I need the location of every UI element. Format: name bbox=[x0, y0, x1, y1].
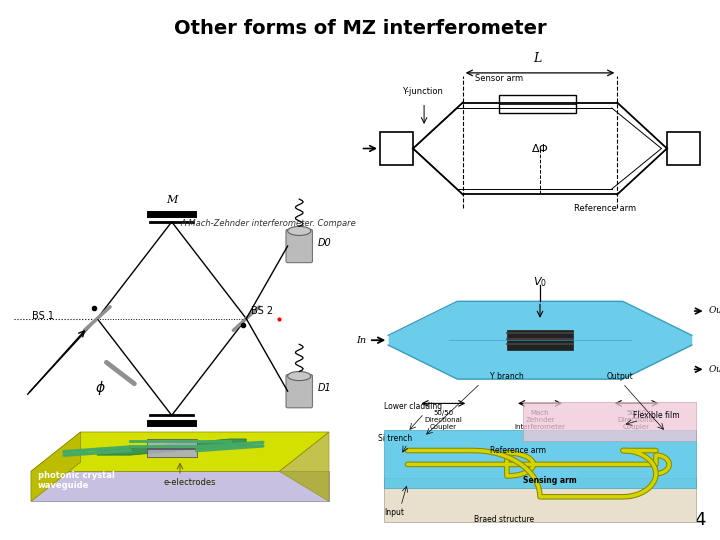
Text: $\Delta\Phi$: $\Delta\Phi$ bbox=[531, 143, 549, 154]
Ellipse shape bbox=[288, 226, 311, 235]
FancyBboxPatch shape bbox=[507, 330, 573, 350]
Text: Si trench: Si trench bbox=[378, 434, 412, 443]
Polygon shape bbox=[384, 430, 696, 488]
Text: 50/50
Directional
Coupler: 50/50 Directional Coupler bbox=[618, 410, 655, 430]
Text: BS 2: BS 2 bbox=[251, 306, 274, 316]
Text: $V_0$: $V_0$ bbox=[533, 275, 547, 289]
Text: Braed structure: Braed structure bbox=[474, 515, 534, 524]
Text: Reference arm: Reference arm bbox=[490, 446, 546, 455]
Text: Fig. 2.1.: Fig. 2.1. bbox=[243, 441, 276, 450]
Polygon shape bbox=[97, 439, 246, 455]
Text: Y-junction: Y-junction bbox=[402, 87, 443, 97]
Text: $\phi$: $\phi$ bbox=[95, 379, 106, 397]
Polygon shape bbox=[384, 478, 696, 522]
FancyBboxPatch shape bbox=[147, 449, 197, 457]
Text: L: L bbox=[533, 52, 541, 65]
Text: Out$_1$: Out$_1$ bbox=[708, 305, 720, 318]
Text: D0: D0 bbox=[318, 238, 331, 248]
Text: photonic crystal
waveguide: photonic crystal waveguide bbox=[37, 471, 114, 490]
Text: Out$_2$: Out$_2$ bbox=[708, 363, 720, 376]
Text: 4: 4 bbox=[694, 511, 706, 529]
Text: Lower cladding: Lower cladding bbox=[384, 402, 443, 411]
FancyBboxPatch shape bbox=[498, 94, 576, 113]
Polygon shape bbox=[31, 471, 329, 502]
Text: Y branch: Y branch bbox=[490, 372, 524, 381]
Text: BS 1: BS 1 bbox=[32, 310, 54, 321]
FancyBboxPatch shape bbox=[147, 439, 197, 448]
Text: e-electrodes: e-electrodes bbox=[163, 478, 216, 488]
Text: Sensor arm: Sensor arm bbox=[474, 74, 523, 83]
Text: Input: Input bbox=[384, 508, 405, 517]
Text: Flexible film: Flexible film bbox=[633, 411, 680, 420]
Text: D1: D1 bbox=[318, 383, 331, 393]
Polygon shape bbox=[31, 432, 329, 471]
Text: Reference arm: Reference arm bbox=[575, 204, 636, 213]
FancyBboxPatch shape bbox=[380, 132, 413, 165]
Polygon shape bbox=[279, 432, 329, 502]
Text: 50/50
Directional
Coupler: 50/50 Directional Coupler bbox=[425, 410, 462, 430]
FancyBboxPatch shape bbox=[286, 230, 312, 262]
Polygon shape bbox=[31, 432, 81, 502]
Text: Other forms of MZ interferometer: Other forms of MZ interferometer bbox=[174, 19, 546, 38]
Text: M: M bbox=[166, 434, 177, 443]
Text: In: In bbox=[356, 336, 366, 345]
Text: Sensing arm: Sensing arm bbox=[523, 476, 577, 485]
Text: A Mach-Zehnder interferometer. Compare: A Mach-Zehnder interferometer. Compare bbox=[180, 219, 359, 228]
FancyBboxPatch shape bbox=[667, 132, 700, 165]
Text: Output: Output bbox=[606, 372, 633, 381]
Text: Mach
Zehnder
Interferometer: Mach Zehnder Interferometer bbox=[515, 410, 565, 430]
Polygon shape bbox=[523, 402, 696, 441]
Text: M: M bbox=[166, 195, 177, 205]
FancyBboxPatch shape bbox=[286, 375, 312, 408]
Ellipse shape bbox=[288, 372, 311, 381]
